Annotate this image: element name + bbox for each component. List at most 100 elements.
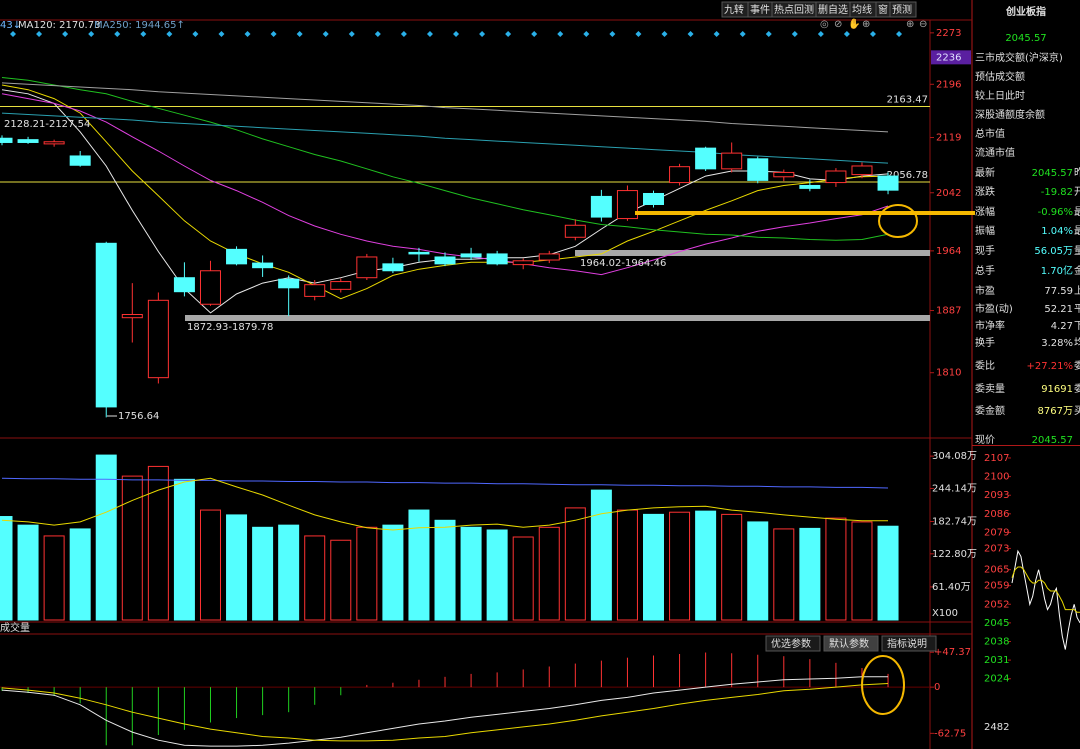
candle-body <box>825 170 847 184</box>
toolbar-button[interactable]: 预测 <box>892 3 912 16</box>
y-tick-label: 2052 <box>984 599 1009 610</box>
candle-body <box>538 253 560 261</box>
candle-body <box>747 158 769 181</box>
quote-tail: 最 <box>1074 225 1080 237</box>
candle-body <box>590 195 612 218</box>
ma-line <box>1 77 889 241</box>
volume-bar <box>173 478 195 621</box>
volume-bar <box>252 526 274 621</box>
toolbar-button[interactable]: 事件 <box>750 3 770 16</box>
marker-diamond <box>505 31 512 37</box>
y-tick-label: 2107 <box>984 453 1009 464</box>
toolbar-button[interactable]: 热点回测 <box>774 3 814 16</box>
quote-value: 1.04% <box>1041 226 1073 237</box>
volume-bar <box>877 525 899 621</box>
volume-bar <box>564 507 586 621</box>
marker-diamond <box>531 31 538 37</box>
quote-tail: 开 <box>1074 187 1080 198</box>
y-tick-label: 2273 <box>936 28 961 39</box>
volume-bar <box>669 511 691 621</box>
y-tick-label: 2073 <box>984 543 1009 554</box>
button-bg <box>765 635 821 652</box>
current-value: 2045.57 <box>1032 435 1073 446</box>
marker-diamond <box>713 31 720 37</box>
indicator-button[interactable]: 默认参数 <box>829 637 869 650</box>
marker-diamond <box>114 31 121 37</box>
quote-label: 涨幅 <box>975 205 995 218</box>
candle-body <box>382 263 404 272</box>
quote-label: 市盈 <box>975 284 995 297</box>
marker-diamond <box>348 31 355 37</box>
candle-body <box>252 262 274 269</box>
candle-body <box>121 314 143 319</box>
candle-body <box>199 270 221 305</box>
quote-value: 2045.57 <box>1032 168 1073 179</box>
volume-bar <box>616 509 638 621</box>
reference-label: 2056.78 <box>887 170 928 181</box>
indicator-button[interactable]: 指标说明 <box>887 637 927 650</box>
index-price: 2045.57 <box>1005 33 1046 44</box>
quote-value: 52.21 <box>1044 304 1073 315</box>
candle-body <box>799 184 821 189</box>
y-tick-label: 244.14万 <box>932 483 977 494</box>
candle-body <box>95 242 117 408</box>
volume-bar <box>330 539 352 621</box>
candle-body <box>721 152 743 170</box>
price-marker: 2236 <box>936 52 961 63</box>
candle-body <box>173 277 195 293</box>
volume-bar <box>17 524 39 621</box>
marker-diamond <box>296 31 303 37</box>
quote-label: 振幅 <box>975 224 995 237</box>
quote-tail: 最 <box>1074 206 1080 218</box>
candle-body <box>330 281 352 290</box>
toolbar-icon: ⊕ <box>906 19 914 30</box>
candle-body <box>851 165 873 176</box>
candle-body <box>69 155 91 166</box>
y-tick-label: 2086 <box>984 509 1009 520</box>
y-tick-label: 1810 <box>936 368 961 379</box>
toolbar-button[interactable]: 均线 <box>852 3 872 16</box>
toolbar-button[interactable]: 九转 <box>724 3 744 16</box>
volume-bar <box>147 465 169 621</box>
marker-diamond <box>583 31 590 37</box>
marker-diamond <box>244 31 251 37</box>
toolbar-icon: ⊕ <box>862 19 870 30</box>
volume-bar <box>356 526 378 621</box>
y-tick-label: 2031 <box>984 655 1009 666</box>
candle-body <box>304 284 326 297</box>
marker-diamond <box>374 31 381 37</box>
volume-bar <box>721 513 743 621</box>
candle-body <box>643 192 664 206</box>
quote-tail: 上 <box>1074 285 1080 297</box>
price-marker-bg <box>931 50 971 65</box>
reference-label: 2163.47 <box>887 95 928 106</box>
quote-value: 77.59 <box>1044 286 1073 297</box>
indicator-button[interactable]: 优选参数 <box>771 637 811 650</box>
toolbar-button[interactable]: 窗 <box>878 3 888 16</box>
quote-tail: 下 <box>1074 321 1080 332</box>
marker-diamond <box>140 31 147 37</box>
quote-label: 委金额 <box>975 404 1005 417</box>
y-tick-label: 122.80万 <box>932 549 977 560</box>
marker-diamond <box>62 31 69 37</box>
legend-entry: MA250: 1944.65↑ <box>94 20 185 31</box>
macd-line <box>1 676 888 747</box>
candle-body <box>278 278 300 289</box>
volume-bar <box>747 521 769 621</box>
panel-title: 成交量 <box>0 621 30 634</box>
quote-value: 1.70亿 <box>1041 264 1073 277</box>
volume-bar <box>121 475 143 621</box>
marker-diamond <box>609 31 616 37</box>
quote-tail: 金 <box>1074 264 1080 277</box>
highlight-circle <box>878 204 918 238</box>
toolbar-button[interactable]: 删自选 <box>818 3 848 16</box>
info-label: 较上日此时 <box>975 89 1025 102</box>
marker-diamond <box>88 31 95 37</box>
marker-diamond <box>896 31 903 37</box>
candle-body <box>773 171 795 178</box>
current-label: 现价 <box>975 434 995 446</box>
candle-body <box>147 299 169 379</box>
